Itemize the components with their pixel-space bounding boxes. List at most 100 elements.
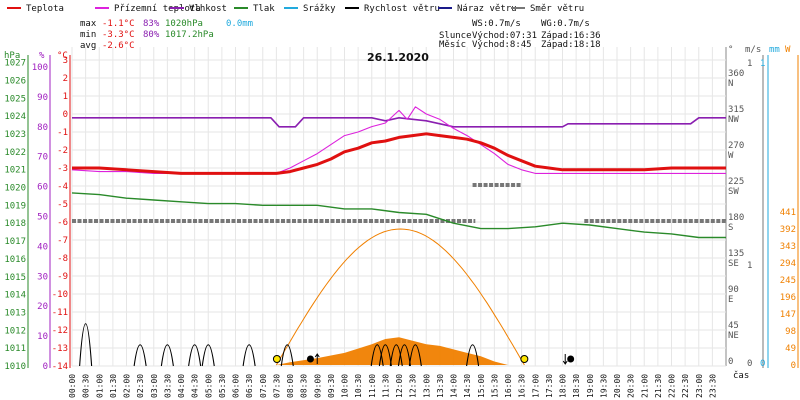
sun-label: Slunce <box>439 31 472 41</box>
legend-label-2: Přízemní teplota <box>114 4 201 14</box>
temperature-tick-label: -10 <box>52 290 68 300</box>
time-tick-label: 10:00 <box>341 374 350 398</box>
moonset-text: Západ:18:18 <box>541 40 601 50</box>
time-tick-label: 20:00 <box>613 374 622 398</box>
pressure-tick-label: 1019 <box>4 201 26 211</box>
legend-label-1: Teplota <box>26 4 64 14</box>
time-tick-label: 21:00 <box>640 374 649 398</box>
pressure-tick-label: 1012 <box>4 326 26 336</box>
solar-tick-label: 294 <box>780 259 796 269</box>
stat-max-rain: 0.0mm <box>226 19 253 29</box>
moonset-arrow-icon <box>562 354 568 365</box>
humidity-tick-label: 50 <box>37 213 48 223</box>
grid <box>71 47 726 367</box>
time-tick-label: 12:30 <box>409 374 418 398</box>
time-tick-label: 20:30 <box>627 374 636 398</box>
time-tick-label: 23:30 <box>708 374 717 398</box>
stat-min-press: 1017.2hPa <box>165 30 214 40</box>
pressure-tick-label: 1010 <box>4 362 26 372</box>
temperature-tick-label: -4 <box>57 182 68 192</box>
time-tick-label: 14:30 <box>463 374 472 398</box>
wind-speed-info: WS:0.7m/s <box>472 19 521 29</box>
time-tick-label: 11:30 <box>381 374 390 398</box>
direction-tick-name: N <box>728 79 733 89</box>
direction-tick-label: 360 <box>728 69 744 79</box>
solar-radiation-layer <box>275 228 525 366</box>
solar-tick-label: 392 <box>780 225 796 235</box>
temperature-tick-label: -2 <box>57 146 68 156</box>
stat-min-label: min <box>80 30 96 40</box>
stat-min-temp: -3.3°C <box>102 30 135 40</box>
time-tick-label: 16:30 <box>518 374 527 398</box>
time-tick-label: 17:00 <box>531 374 540 398</box>
direction-tick-name: NE <box>728 331 739 341</box>
rain-tick-label: 0 <box>760 359 765 369</box>
solar-tick-label: 441 <box>780 208 796 218</box>
time-tick-label: 06:30 <box>245 374 254 398</box>
direction-tick-name: SE <box>728 259 739 269</box>
pressure-tick-label: 1021 <box>4 166 26 176</box>
time-tick-label: 22:00 <box>668 374 677 398</box>
solar-measured-area <box>276 337 508 365</box>
time-tick-label: 00:30 <box>82 374 91 398</box>
time-tick-label: 00:00 <box>68 374 77 398</box>
pressure-tick-label: 1016 <box>4 255 26 265</box>
axes: hPa1027102610251024102310221021102010191… <box>4 45 799 398</box>
pressure-tick-label: 1020 <box>4 184 26 194</box>
temperature-tick-label: -7 <box>57 236 68 246</box>
direction-tick-label: 90 <box>728 285 739 295</box>
time-tick-label: 05:30 <box>218 374 227 398</box>
legend-label-5: Srážky <box>303 4 336 14</box>
temperature-tick-label: -6 <box>57 218 68 228</box>
wind-speed-spike <box>378 344 392 367</box>
time-tick-label: 08:30 <box>300 374 309 398</box>
humidity-tick-label: 10 <box>37 332 48 342</box>
temperature-tick-label: 1 <box>63 92 68 102</box>
time-tick-label: 07:00 <box>259 374 268 398</box>
time-tick-label: 03:00 <box>150 374 159 398</box>
temperature-tick-label: 3 <box>63 56 68 66</box>
direction-tick-label: 225 <box>728 177 744 187</box>
time-tick-label: 15:30 <box>490 374 499 398</box>
direction-tick-label: 45 <box>728 321 739 331</box>
legend-label-8: Směr větru <box>530 4 584 14</box>
wind-speed-tick-label: 1 <box>747 261 752 271</box>
wind-speed-spike <box>397 344 411 367</box>
legend-label-4: Tlak <box>253 4 275 14</box>
stat-max-hum: 83% <box>143 19 160 29</box>
rain-tick-label: 1 <box>760 59 765 69</box>
pressure-tick-label: 1022 <box>4 148 26 158</box>
solar-tick-label: 0 <box>791 361 796 371</box>
humidity-tick-label: 20 <box>37 302 48 312</box>
temperature-tick-label: -13 <box>52 344 68 354</box>
time-tick-label: 08:00 <box>286 374 295 398</box>
time-tick-label: 02:30 <box>136 374 145 398</box>
wind-speed-spike <box>408 344 422 367</box>
humidity-line <box>72 117 726 128</box>
time-tick-label: 22:30 <box>681 374 690 398</box>
solar-tick-label: 147 <box>780 310 796 320</box>
time-tick-label: 18:30 <box>572 374 581 398</box>
stat-min-hum: 80% <box>143 30 160 40</box>
pressure-tick-label: 1018 <box>4 219 26 229</box>
time-tick-label: 17:30 <box>545 374 554 398</box>
humidity-axis-unit: % <box>39 51 45 61</box>
time-tick-label: 19:00 <box>586 374 595 398</box>
sunset-marker <box>520 355 529 363</box>
time-tick-label: 18:00 <box>559 374 568 398</box>
stat-avg-label: avg <box>80 41 96 51</box>
time-tick-label: 10:30 <box>354 374 363 398</box>
pressure-line <box>71 192 726 239</box>
moonset-marker <box>567 355 575 363</box>
sunset-text: Západ:16:36 <box>541 31 601 41</box>
direction-tick-name: E <box>728 295 733 305</box>
temperature-tick-label: -1 <box>57 128 68 138</box>
direction-tick-name: SW <box>728 187 739 197</box>
temperature-tick-label: -12 <box>52 326 68 336</box>
temperature-tick-label: 2 <box>63 74 68 84</box>
time-tick-label: 04:00 <box>177 374 186 398</box>
wind-direction-layer <box>72 183 726 223</box>
moonrise-arrow-icon <box>314 353 320 364</box>
